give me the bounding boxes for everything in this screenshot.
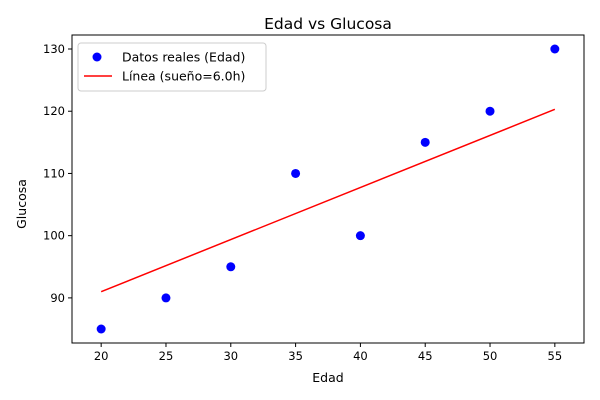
y-tick-label: 110 [43,166,65,180]
legend-label-line: Línea (sueño=6.0h) [122,69,245,84]
x-tick-label: 55 [548,349,563,363]
data-point [355,231,365,241]
chart-title: Edad vs Glucosa [264,15,392,33]
x-tick-label: 25 [159,349,174,363]
x-tick-label: 30 [223,349,238,363]
plot-area: 20 25 30 35 40 45 50 55 90 100 110 120 130 [43,34,585,363]
legend: Datos reales (Edad) Línea (sueño=6.0h) [77,42,267,92]
y-tick-label: 100 [43,229,65,243]
data-point [291,168,301,178]
y-tick-label: 130 [43,42,65,56]
y-tick-label: 90 [50,291,65,305]
legend-box [77,42,267,92]
data-point [161,293,171,303]
data-point [420,137,430,147]
x-tick-label: 40 [353,349,368,363]
legend-label-scatter: Datos reales (Edad) [122,50,245,65]
x-tick-label: 50 [483,349,498,363]
data-point [485,106,495,116]
y-axis-label: Glucosa [14,179,29,229]
data-point [226,262,236,272]
x-tick-label: 20 [94,349,109,363]
fit-line [100,108,556,293]
y-tick-label: 120 [43,104,65,118]
x-axis-label: Edad [312,370,343,385]
legend-scatter-marker [92,52,102,62]
x-tick-label: 45 [418,349,433,363]
x-tick-label: 35 [288,349,303,363]
axes-frame [71,34,585,344]
data-point [550,44,560,54]
data-point [96,324,106,334]
